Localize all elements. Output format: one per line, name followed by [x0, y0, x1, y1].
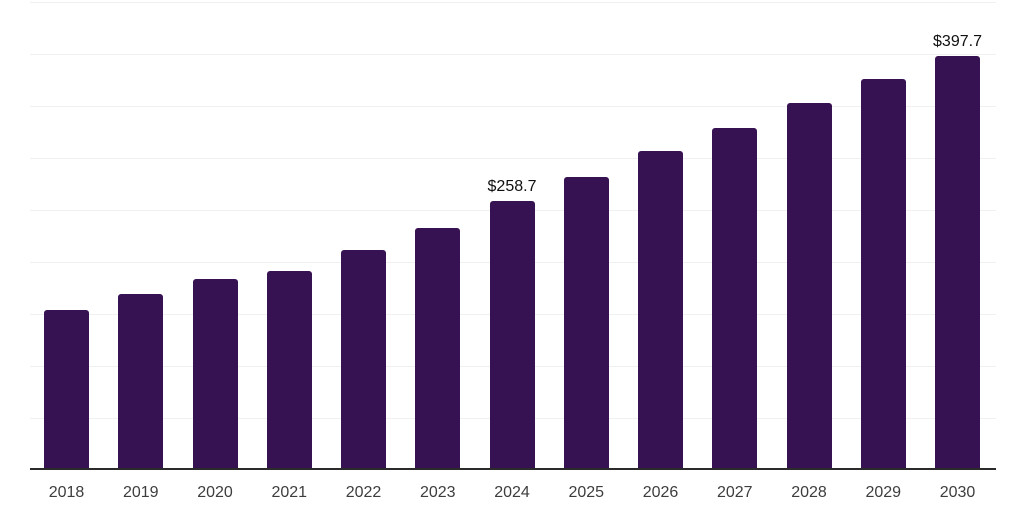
x-axis-label-2018: 2018 — [48, 484, 85, 501]
x-axis-label-2030: 2030 — [939, 484, 976, 501]
x-axis-label-2025: 2025 — [568, 484, 605, 501]
x-axis-line — [30, 468, 996, 470]
bar-2026 — [638, 151, 683, 468]
bar-value-label-2024: $258.7 — [487, 177, 537, 195]
bar-2027 — [712, 128, 758, 468]
bar-2018 — [44, 310, 89, 468]
gridline — [30, 158, 996, 159]
bar-2028 — [786, 102, 832, 468]
bar-2029 — [860, 79, 906, 468]
bar-value-label-2030: $397.7 — [933, 33, 982, 51]
x-axis-label-2027: 2027 — [716, 484, 753, 501]
x-axis-label-2028: 2028 — [791, 484, 827, 501]
x-axis-label-2020: 2020 — [197, 484, 233, 501]
x-axis-label-2029: 2029 — [865, 484, 902, 501]
bar-2020 — [192, 278, 238, 468]
bar-2024 — [489, 200, 535, 468]
bar-2019 — [118, 294, 164, 468]
x-axis-label-2019: 2019 — [122, 484, 159, 501]
x-axis-label-2026: 2026 — [642, 484, 679, 501]
gridline — [30, 54, 996, 55]
x-axis-label-2021: 2021 — [271, 484, 308, 501]
x-axis-label-2024: 2024 — [494, 484, 530, 501]
bar-2021 — [266, 271, 312, 468]
bar-2030 — [935, 56, 980, 468]
x-axis-label-2022: 2022 — [345, 484, 382, 501]
bar-2022 — [341, 250, 386, 468]
bar-2025 — [563, 177, 609, 468]
x-axis-label-2023: 2023 — [419, 484, 456, 501]
gridline — [30, 106, 996, 107]
bar-2023 — [415, 228, 461, 468]
gridline — [30, 2, 996, 3]
